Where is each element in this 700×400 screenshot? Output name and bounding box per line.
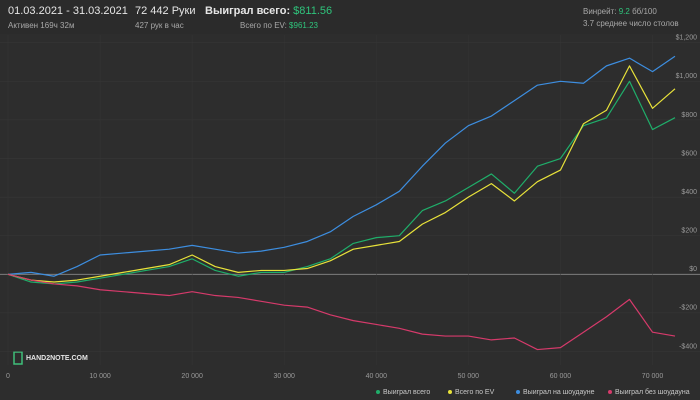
legend-label: Выиграл на шоудауне <box>523 389 595 396</box>
y-tick-label: -$200 <box>679 305 697 312</box>
series-line <box>7 55 676 277</box>
won-value: $811.56 <box>293 5 333 17</box>
active-time: Активен 169ч 32м <box>8 21 75 30</box>
logo-icon <box>13 351 23 365</box>
y-tick-label: $400 <box>681 189 697 196</box>
y-tick-label: -$400 <box>679 343 697 350</box>
won-total: Выиграл всего: $811.56 <box>205 5 332 17</box>
x-tick-label: 10 000 <box>89 373 111 380</box>
x-tick-label: 60 000 <box>550 373 572 380</box>
series-line <box>7 273 676 351</box>
x-tick-label: 0 <box>6 373 10 380</box>
winrate-value: 9.2 <box>618 7 630 16</box>
won-label: Выиграл всего: <box>205 5 291 17</box>
plot-background <box>0 34 700 400</box>
legend-label: Всего по EV <box>455 389 495 396</box>
period: 01.03.2021 - 31.03.2021 <box>8 5 128 17</box>
x-tick-label: 50 000 <box>458 373 480 380</box>
y-tick-label: $0 <box>689 266 697 273</box>
x-tick-label: 70 000 <box>642 373 664 380</box>
legend-marker <box>376 390 380 394</box>
legend-label: Выиграл без шоудауна <box>615 388 690 396</box>
y-tick-label: $1,200 <box>676 35 698 42</box>
legend-label: Выиграл всего <box>383 389 430 396</box>
hands: 72 442 Руки <box>135 5 196 17</box>
x-tick-label: 20 000 <box>181 373 203 380</box>
winrate-label: Винрейт: <box>583 7 617 16</box>
legend-marker <box>448 390 452 394</box>
x-tick-label: 40 000 <box>366 373 388 380</box>
series-line <box>7 80 676 285</box>
series-line <box>7 65 676 283</box>
hands-per-hour: 427 рук в час <box>135 21 184 30</box>
logo: HAND2NOTE.COM <box>26 355 88 362</box>
winrate-unit: бб/100 <box>632 7 657 16</box>
ev-label: Всего по EV: <box>240 21 287 30</box>
x-tick-label: 30 000 <box>274 373 296 380</box>
legend-marker <box>608 390 612 394</box>
ev-total: Всего по EV: $961.23 <box>240 21 318 30</box>
y-tick-label: $800 <box>681 112 697 119</box>
legend: Выиграл всего Всего по EV Выиграл на шоуда… <box>376 388 690 396</box>
y-tick-label: $1,000 <box>676 73 698 80</box>
legend-marker <box>516 390 520 394</box>
y-tick-label: $200 <box>681 228 697 235</box>
y-tick-label: $600 <box>681 150 697 157</box>
winrate: Винрейт: 9.2 бб/100 <box>583 7 657 16</box>
ev-value: $961.23 <box>289 21 318 30</box>
tables: 3.7 среднее число столов <box>583 19 679 28</box>
